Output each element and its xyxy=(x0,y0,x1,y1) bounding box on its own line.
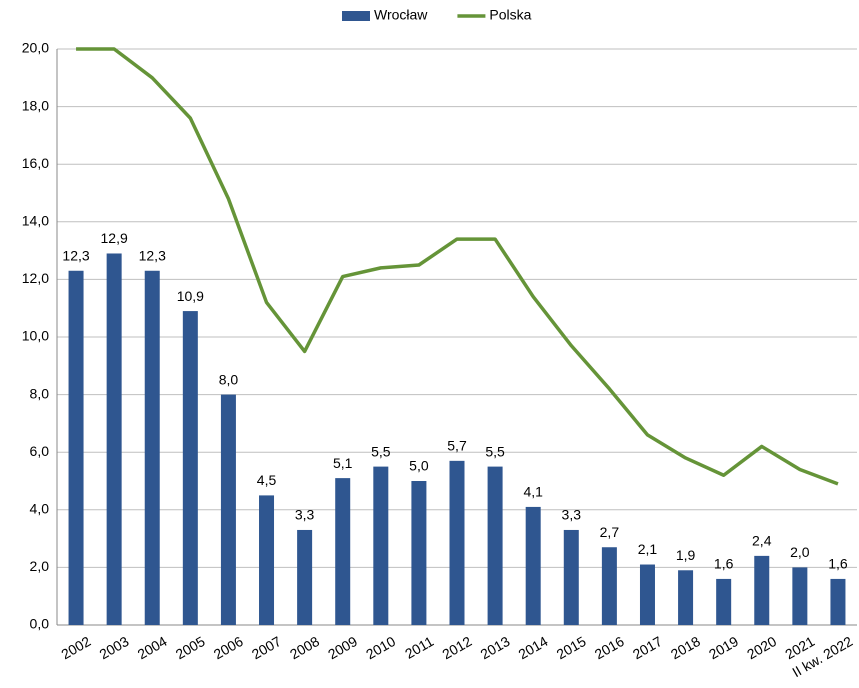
y-tick-label: 6,0 xyxy=(30,443,50,459)
line xyxy=(76,47,839,486)
value-label: 12,9 xyxy=(101,230,128,246)
legend-swatch xyxy=(342,11,370,21)
x-tick-label: 2012 xyxy=(439,633,474,663)
y-tick-label: 2,0 xyxy=(30,558,50,574)
value-label: 12,3 xyxy=(62,247,89,263)
x-tick-label: 2003 xyxy=(97,633,132,663)
x-tick-label: 2017 xyxy=(630,633,665,663)
value-label: 2,4 xyxy=(752,533,772,549)
bar xyxy=(525,506,541,625)
y-tick-label: 10,0 xyxy=(22,328,49,344)
y-tick-label: 8,0 xyxy=(30,385,50,401)
bar xyxy=(487,466,503,625)
value-label: 2,7 xyxy=(600,524,620,540)
bar xyxy=(182,311,198,625)
x-tick-label: 2020 xyxy=(744,633,779,663)
bar xyxy=(144,270,160,625)
bar xyxy=(601,547,617,625)
x-tick-label: 2015 xyxy=(554,633,589,663)
x-tick-label: 2016 xyxy=(592,633,627,663)
value-label: 3,3 xyxy=(562,507,582,523)
value-label: 3,3 xyxy=(295,507,315,523)
x-tick-label: 2006 xyxy=(211,633,246,663)
bar xyxy=(106,253,122,626)
value-label: 1,9 xyxy=(676,547,696,563)
bar xyxy=(639,564,655,625)
x-tick-label: 2011 xyxy=(402,633,436,662)
bar xyxy=(449,460,465,625)
bar xyxy=(830,578,846,625)
value-label: 2,0 xyxy=(790,544,810,560)
value-label: 5,7 xyxy=(447,438,467,454)
x-tick-label: 2019 xyxy=(706,633,741,663)
y-tick-label: 12,0 xyxy=(22,270,49,286)
x-tick-label: 2014 xyxy=(516,633,551,663)
x-tick-label: 2018 xyxy=(668,633,703,663)
bar xyxy=(297,529,313,625)
bar xyxy=(792,567,808,625)
bar xyxy=(716,578,732,625)
x-tick-label: 2002 xyxy=(58,633,93,663)
value-label: 12,3 xyxy=(139,247,166,263)
x-tick-label: 2005 xyxy=(173,633,208,663)
value-label: 5,0 xyxy=(409,458,429,474)
value-label: 1,6 xyxy=(714,556,734,572)
bar xyxy=(678,570,694,625)
bar xyxy=(373,466,389,625)
value-label: 10,9 xyxy=(177,288,204,304)
y-tick-label: 18,0 xyxy=(22,97,49,113)
y-tick-label: 14,0 xyxy=(22,213,49,229)
bar xyxy=(259,495,275,625)
bar xyxy=(335,478,351,625)
x-tick-label: 2007 xyxy=(249,633,284,663)
value-label: 4,5 xyxy=(257,472,277,488)
x-tick-label: 2009 xyxy=(325,633,360,663)
legend-label: Polska xyxy=(489,7,531,23)
value-label: 2,1 xyxy=(638,541,658,557)
x-tick-label: 2008 xyxy=(287,633,322,663)
value-label: 5,1 xyxy=(333,455,353,471)
y-tick-label: 0,0 xyxy=(30,616,50,632)
value-label: 5,5 xyxy=(371,443,391,459)
bar xyxy=(68,270,84,625)
y-tick-label: 16,0 xyxy=(22,155,49,171)
value-label: 8,0 xyxy=(219,371,239,387)
bar xyxy=(220,394,236,625)
y-tick-label: 4,0 xyxy=(30,501,50,517)
value-label: 4,1 xyxy=(523,484,543,500)
x-tick-label: 2013 xyxy=(477,633,512,663)
bar xyxy=(563,529,579,625)
value-label: 1,6 xyxy=(828,556,848,572)
x-tick-label: 2004 xyxy=(135,633,170,663)
y-tick-label: 20,0 xyxy=(22,40,49,56)
bar xyxy=(754,555,770,625)
x-tick-label: 2010 xyxy=(363,633,398,663)
bar xyxy=(411,481,427,625)
value-label: 5,5 xyxy=(485,443,505,459)
legend-label: Wrocław xyxy=(374,7,428,23)
